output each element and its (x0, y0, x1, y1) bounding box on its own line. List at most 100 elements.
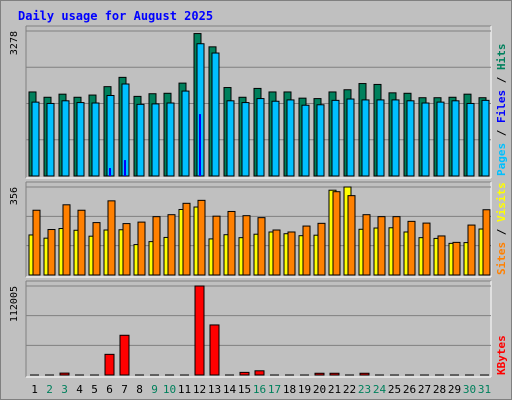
legend-kbytes: KBytes (495, 335, 508, 375)
bar-sites-day-9 (152, 216, 161, 276)
bar-pages-day-9 (151, 103, 160, 177)
bar-sites-day-19 (302, 225, 311, 276)
bar-sites-day-16 (257, 217, 266, 276)
bar-pages-day-17 (271, 100, 280, 177)
bar-sites-day-8 (137, 221, 146, 276)
bar-pages-day-3 (61, 100, 70, 177)
x-tick-label-day-10: 10 (163, 383, 176, 396)
hits-files-pages-ymax-label: 3278 (9, 31, 20, 55)
x-tick-label-day-12: 12 (193, 383, 206, 396)
x-tick-label-day-19: 19 (298, 383, 311, 396)
legend-pages: Pages (495, 143, 508, 176)
bar-pages-day-24 (376, 99, 385, 177)
bar-pages-day-1 (31, 101, 40, 177)
bar-sites-day-10 (167, 214, 176, 276)
x-tick-label-day-15: 15 (238, 383, 251, 396)
sites-visits-ymax-label: 356 (9, 187, 20, 205)
bar-sites-day-2 (47, 229, 56, 276)
x-tick-label-day-11: 11 (178, 383, 191, 396)
bar-sites-day-29 (452, 241, 461, 276)
x-tick-label-day-31: 31 (478, 383, 491, 396)
bar-sites-day-28 (437, 235, 446, 276)
bar-files-day-6 (109, 168, 111, 176)
x-tick-label-day-8: 8 (136, 383, 143, 396)
x-tick-label-day-9: 9 (151, 383, 158, 396)
bar-pages-day-25 (391, 99, 400, 177)
legend-separator: / (495, 222, 508, 242)
x-tick-label-day-29: 29 (448, 383, 461, 396)
bar-sites-day-17 (272, 229, 281, 276)
chart-title: Daily usage for August 2025 (18, 9, 213, 23)
x-tick-label-day-16: 16 (253, 383, 266, 396)
bar-pages-day-11 (181, 90, 190, 177)
bar-kbytes-day-7 (119, 334, 130, 376)
bar-pages-day-30 (466, 102, 475, 177)
bar-pages-day-18 (286, 99, 295, 177)
bar-sites-day-14 (227, 210, 236, 276)
bar-sites-day-15 (242, 215, 251, 276)
kbytes-ymax-label: 112005 (9, 286, 20, 322)
bar-files-day-7 (124, 160, 126, 176)
bar-pages-day-10 (166, 102, 175, 177)
x-tick-label-day-27: 27 (418, 383, 431, 396)
kbytes-legend: KBytes (495, 335, 508, 375)
x-tick-label-day-28: 28 (433, 383, 446, 396)
bar-sites-day-4 (77, 209, 86, 276)
x-tick-label-day-14: 14 (223, 383, 237, 396)
bar-sites-day-20 (317, 222, 326, 276)
bar-sites-day-1 (32, 209, 41, 276)
series-pages (31, 43, 490, 177)
legend-visits: Visits (495, 182, 508, 222)
kbytes-plot-area (26, 281, 491, 377)
bar-files-day-12 (199, 114, 201, 176)
sites-visits-legend: Sites / Visits (495, 182, 508, 275)
bar-pages-day-19 (301, 104, 310, 177)
x-tick-label-day-7: 7 (121, 383, 128, 396)
bar-pages-day-2 (46, 102, 55, 177)
bar-pages-day-8 (136, 103, 145, 177)
legend-sites: Sites (495, 242, 508, 275)
x-tick-label-day-17: 17 (268, 383, 281, 396)
bar-sites-day-22 (347, 195, 356, 276)
bar-pages-day-26 (406, 100, 415, 177)
legend-files: Files (495, 90, 508, 123)
bar-sites-day-13 (212, 215, 221, 276)
bar-sites-day-26 (407, 220, 416, 276)
hits-files-pages-legend: Pages / Files / Hits (495, 44, 508, 177)
x-tick-label-day-26: 26 (403, 383, 416, 396)
x-tick-label-day-2: 2 (46, 383, 53, 396)
x-tick-label-day-25: 25 (388, 383, 401, 396)
bar-sites-day-18 (287, 231, 296, 276)
x-tick-label-day-5: 5 (91, 383, 98, 396)
x-tick-label-day-20: 20 (313, 383, 326, 396)
series-sites (32, 191, 491, 276)
bar-sites-day-31 (482, 209, 491, 276)
bar-kbytes-day-13 (209, 324, 220, 376)
bar-sites-day-11 (182, 202, 191, 276)
bar-sites-day-25 (392, 216, 401, 276)
bar-pages-day-23 (361, 99, 370, 177)
bar-pages-day-27 (421, 102, 430, 177)
bar-pages-day-4 (76, 102, 85, 177)
bar-pages-day-28 (436, 101, 445, 177)
bar-sites-day-21 (332, 191, 341, 276)
x-tick-label-day-21: 21 (328, 383, 341, 396)
bar-pages-day-16 (256, 98, 265, 177)
bar-pages-day-15 (241, 102, 250, 177)
x-tick-label-day-13: 13 (208, 383, 221, 396)
x-tick-label-day-30: 30 (463, 383, 476, 396)
bar-pages-day-21 (331, 99, 340, 177)
bar-sites-day-7 (122, 223, 131, 276)
series-files (109, 114, 201, 176)
bar-kbytes-day-12 (194, 285, 205, 376)
x-tick-label-day-4: 4 (76, 383, 83, 396)
bar-kbytes-day-6 (104, 353, 115, 376)
sites-visits-panel: 356 Sites / Visits (9, 181, 508, 278)
bar-pages-day-5 (91, 102, 100, 177)
hits-files-pages-panel: 3278 Pages / Files / Hits (9, 25, 508, 179)
x-tick-label-day-6: 6 (106, 383, 113, 396)
legend-separator: / (495, 123, 508, 143)
bar-sites-day-3 (62, 204, 71, 276)
